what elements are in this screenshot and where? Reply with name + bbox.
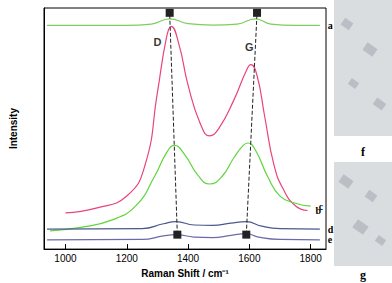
html-text:f: f: [361, 145, 365, 159]
svg-text:Intensity: Intensity: [8, 108, 19, 150]
html-text:g: g: [360, 268, 366, 282]
svg-text:c: c: [319, 201, 324, 212]
svg-text:1600: 1600: [238, 253, 261, 264]
svg-text:e: e: [328, 234, 333, 245]
svg-text:a: a: [328, 20, 333, 31]
svg-text:1000: 1000: [54, 253, 77, 264]
svg-text:1400: 1400: [177, 253, 200, 264]
svg-text:D: D: [153, 36, 161, 48]
svg-text:1200: 1200: [116, 253, 139, 264]
svg-text:Raman Shift / cm⁻¹: Raman Shift / cm⁻¹: [141, 268, 229, 279]
svg-text:G: G: [245, 41, 254, 53]
svg-text:1800: 1800: [300, 253, 323, 264]
svg-text:d: d: [328, 224, 334, 235]
